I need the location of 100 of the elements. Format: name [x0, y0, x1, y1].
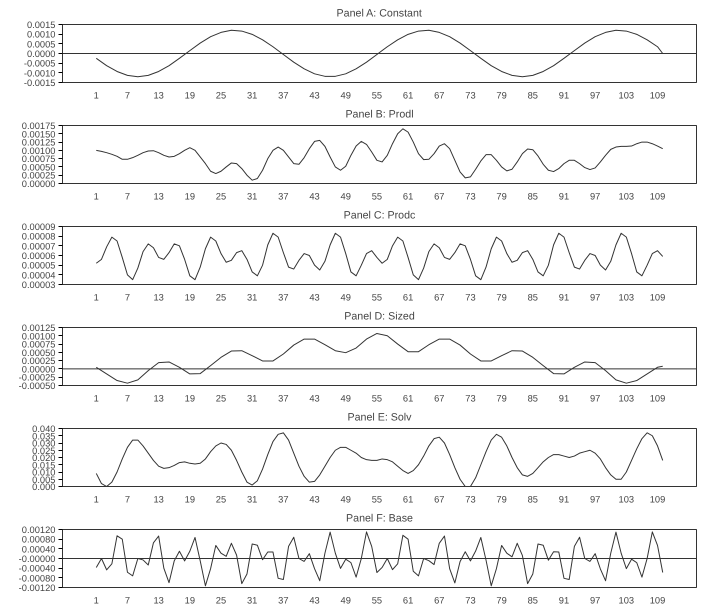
x-tick-label: 109 [650, 494, 666, 504]
x-tick-label: 13 [153, 494, 164, 504]
x-tick-label: 55 [372, 394, 382, 404]
x-tick-label: 85 [528, 292, 538, 302]
x-tick-label: 43 [309, 394, 320, 404]
chart-title: Panel F: Base [346, 512, 414, 524]
x-tick-label: 103 [618, 494, 634, 504]
x-tick-label: 49 [340, 90, 351, 100]
y-tick-label: 0.00125 [22, 138, 56, 148]
x-tick-label: 37 [278, 596, 289, 606]
x-tick-label: 25 [216, 394, 226, 404]
x-tick-label: 91 [558, 394, 570, 404]
x-tick-label: 91 [558, 90, 570, 100]
y-tick-label: 0.000 [32, 482, 56, 492]
x-tick-label: 73 [465, 292, 476, 302]
x-tick-label: 25 [216, 494, 226, 504]
y-tick-label: 0.00050 [22, 348, 56, 358]
y-tick-label: 0.00150 [22, 129, 56, 140]
x-tick-label: 103 [618, 90, 634, 100]
y-tick-label: 0.00075 [22, 340, 56, 350]
x-tick-label: 91 [558, 292, 570, 302]
y-tick-label: 0.010 [32, 468, 56, 478]
x-tick-label: 13 [153, 394, 164, 404]
y-tick-label: 0.00125 [22, 323, 56, 333]
x-tick-label: 61 [402, 394, 414, 404]
x-tick-label: 7 [124, 394, 130, 404]
x-tick-label: 7 [124, 90, 130, 100]
y-tick-label: 0.00040 [22, 544, 56, 554]
x-tick-label: 79 [496, 494, 507, 504]
x-tick-label: 67 [434, 292, 444, 302]
x-tick-label: 73 [465, 596, 476, 606]
x-tick-label: 109 [650, 596, 666, 606]
x-tick-label: 43 [309, 596, 320, 606]
x-tick-label: 55 [372, 90, 382, 100]
chart-title: Panel A: Constant [336, 8, 422, 20]
y-tick-label: 0.0005 [26, 39, 56, 50]
x-tick-label: 13 [153, 90, 164, 100]
x-tick-label: 55 [372, 192, 382, 202]
x-tick-label: 97 [590, 394, 600, 404]
x-tick-label: 7 [124, 192, 130, 202]
x-tick-label: 79 [496, 292, 507, 302]
x-tick-label: 31 [246, 192, 258, 202]
x-tick-label: 31 [246, 90, 258, 100]
y-tick-label: -0.0010 [24, 68, 56, 78]
x-tick-label: 67 [434, 394, 444, 404]
y-tick-label: -0.00025 [18, 372, 56, 383]
x-tick-label: 103 [618, 292, 634, 302]
x-tick-label: 43 [309, 494, 320, 504]
x-tick-label: 73 [465, 494, 476, 504]
y-tick-label: 0.005 [32, 474, 56, 485]
x-tick-label: 85 [528, 596, 538, 606]
x-tick-label: 31 [246, 394, 258, 404]
x-tick-label: 109 [650, 90, 666, 100]
y-tick-label: 0.00080 [22, 534, 56, 545]
x-tick-label: 67 [434, 192, 444, 202]
x-tick-label: 61 [402, 292, 414, 302]
x-tick-label: 109 [650, 394, 666, 404]
x-tick-label: 7 [124, 292, 130, 302]
y-tick-label: 0.020 [32, 453, 56, 463]
x-tick-label: 13 [153, 192, 164, 202]
x-tick-label: 37 [278, 292, 289, 302]
x-tick-label: 79 [496, 90, 507, 100]
x-tick-label: 25 [216, 596, 226, 606]
y-tick-label: -0.00120 [18, 583, 56, 593]
x-tick-label: 49 [340, 394, 351, 404]
x-tick-label: 31 [246, 596, 258, 606]
y-tick-label: 0.00175 [22, 121, 56, 131]
chart-title: Panel E: Solv [348, 412, 412, 424]
x-tick-label: 49 [340, 596, 351, 606]
x-tick-label: 73 [465, 90, 476, 100]
y-tick-label: 0.00100 [22, 146, 56, 156]
chart-title: Panel C: Prodc [344, 210, 416, 222]
x-tick-label: 55 [372, 494, 382, 504]
x-tick-label: 73 [465, 192, 476, 202]
x-tick-label: 91 [558, 596, 570, 606]
x-tick-label: 37 [278, 494, 289, 504]
y-tick-label: 0.00004 [22, 270, 56, 280]
x-tick-label: 61 [402, 494, 414, 504]
x-tick-label: 13 [153, 292, 164, 302]
y-tick-label: 0.00050 [22, 162, 56, 172]
y-tick-label: 0.035 [32, 431, 56, 442]
x-tick-label: 25 [216, 90, 226, 100]
x-tick-label: 1 [94, 90, 99, 100]
x-tick-label: 19 [184, 596, 196, 606]
x-tick-label: 67 [434, 596, 444, 606]
y-tick-label: -0.0005 [24, 58, 56, 69]
y-tick-label: 0.00007 [22, 241, 56, 252]
x-tick-label: 85 [528, 192, 538, 202]
x-tick-label: 61 [402, 90, 414, 100]
line-series [96, 232, 664, 280]
x-tick-label: 37 [278, 192, 289, 202]
x-tick-label: 25 [216, 292, 226, 302]
x-tick-label: 67 [434, 90, 444, 100]
y-tick-label: 0.030 [32, 438, 56, 448]
x-tick-label: 49 [340, 192, 351, 202]
y-tick-label: 0.00100 [22, 331, 56, 342]
x-tick-label: 1 [94, 596, 99, 606]
x-tick-label: 19 [184, 292, 196, 302]
x-tick-label: 13 [153, 596, 164, 606]
y-tick-label: 0.0010 [26, 30, 56, 40]
